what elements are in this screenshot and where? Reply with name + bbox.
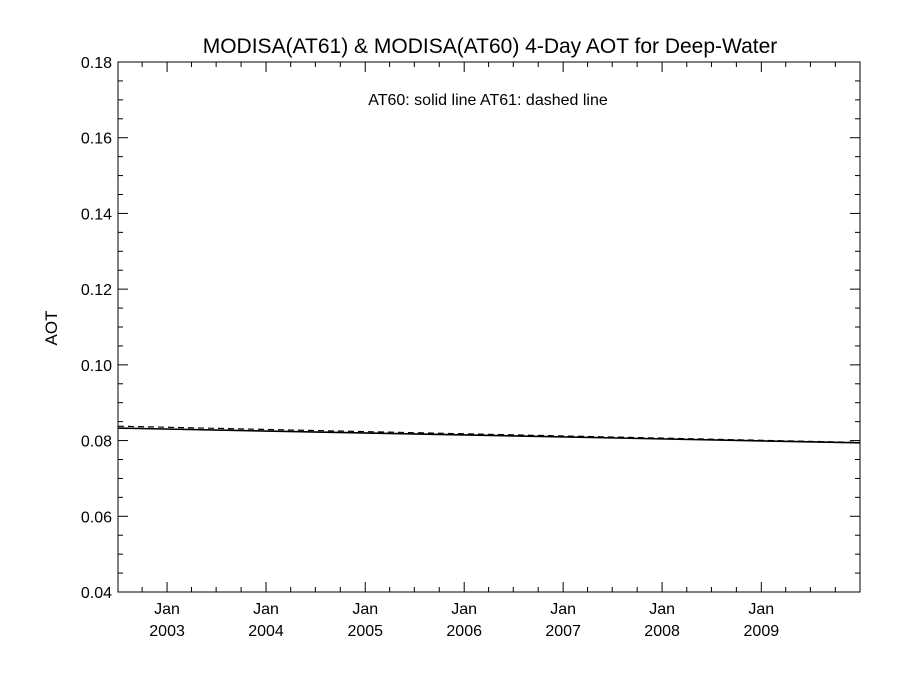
y-tick-label: 0.04 bbox=[81, 585, 112, 602]
x-axis: Jan 2003 Jan 2004 Jan 2005 Jan 2006 Jan 2007 Jan 20… bbox=[141, 62, 836, 640]
plot-series bbox=[117, 425, 861, 444]
y-tick-label: 0.18 bbox=[81, 55, 112, 72]
series-line-dashed bbox=[117, 425, 861, 444]
x-tick-year: 2008 bbox=[644, 623, 680, 640]
x-tick-year: 2007 bbox=[545, 623, 581, 640]
plot-frame bbox=[117, 61, 861, 593]
x-tick-year: 2006 bbox=[446, 623, 482, 640]
y-axis: 0.04 0.06 0.08 0.10 0.12 0.14 0.16 0.18 bbox=[81, 55, 860, 602]
x-tick-year: 2009 bbox=[744, 623, 780, 640]
x-tick-month: Jan bbox=[748, 601, 774, 618]
legend-annotation: AT60: solid line AT61: dashed line bbox=[368, 92, 608, 109]
series-line-solid bbox=[117, 427, 861, 444]
y-tick-label: 0.06 bbox=[81, 509, 112, 526]
x-tick-month: Jan bbox=[253, 601, 279, 618]
y-tick-label: 0.08 bbox=[81, 434, 112, 451]
x-tick-year: 2003 bbox=[149, 623, 185, 640]
x-tick-month: Jan bbox=[451, 601, 477, 618]
x-tick-year: 2004 bbox=[248, 623, 284, 640]
y-tick-label: 0.12 bbox=[81, 282, 112, 299]
y-axis-label: AOT bbox=[42, 311, 61, 346]
x-tick-month: Jan bbox=[154, 601, 180, 618]
x-tick-month: Jan bbox=[550, 601, 576, 618]
chart-title: MODISA(AT61) & MODISA(AT60) 4-Day AOT fo… bbox=[203, 35, 778, 58]
y-tick-label: 0.14 bbox=[81, 206, 112, 223]
x-tick-month: Jan bbox=[649, 601, 675, 618]
y-tick-label: 0.10 bbox=[81, 358, 112, 375]
x-tick-month: Jan bbox=[352, 601, 378, 618]
x-tick-year: 2005 bbox=[347, 623, 383, 640]
y-tick-label: 0.16 bbox=[81, 131, 112, 148]
